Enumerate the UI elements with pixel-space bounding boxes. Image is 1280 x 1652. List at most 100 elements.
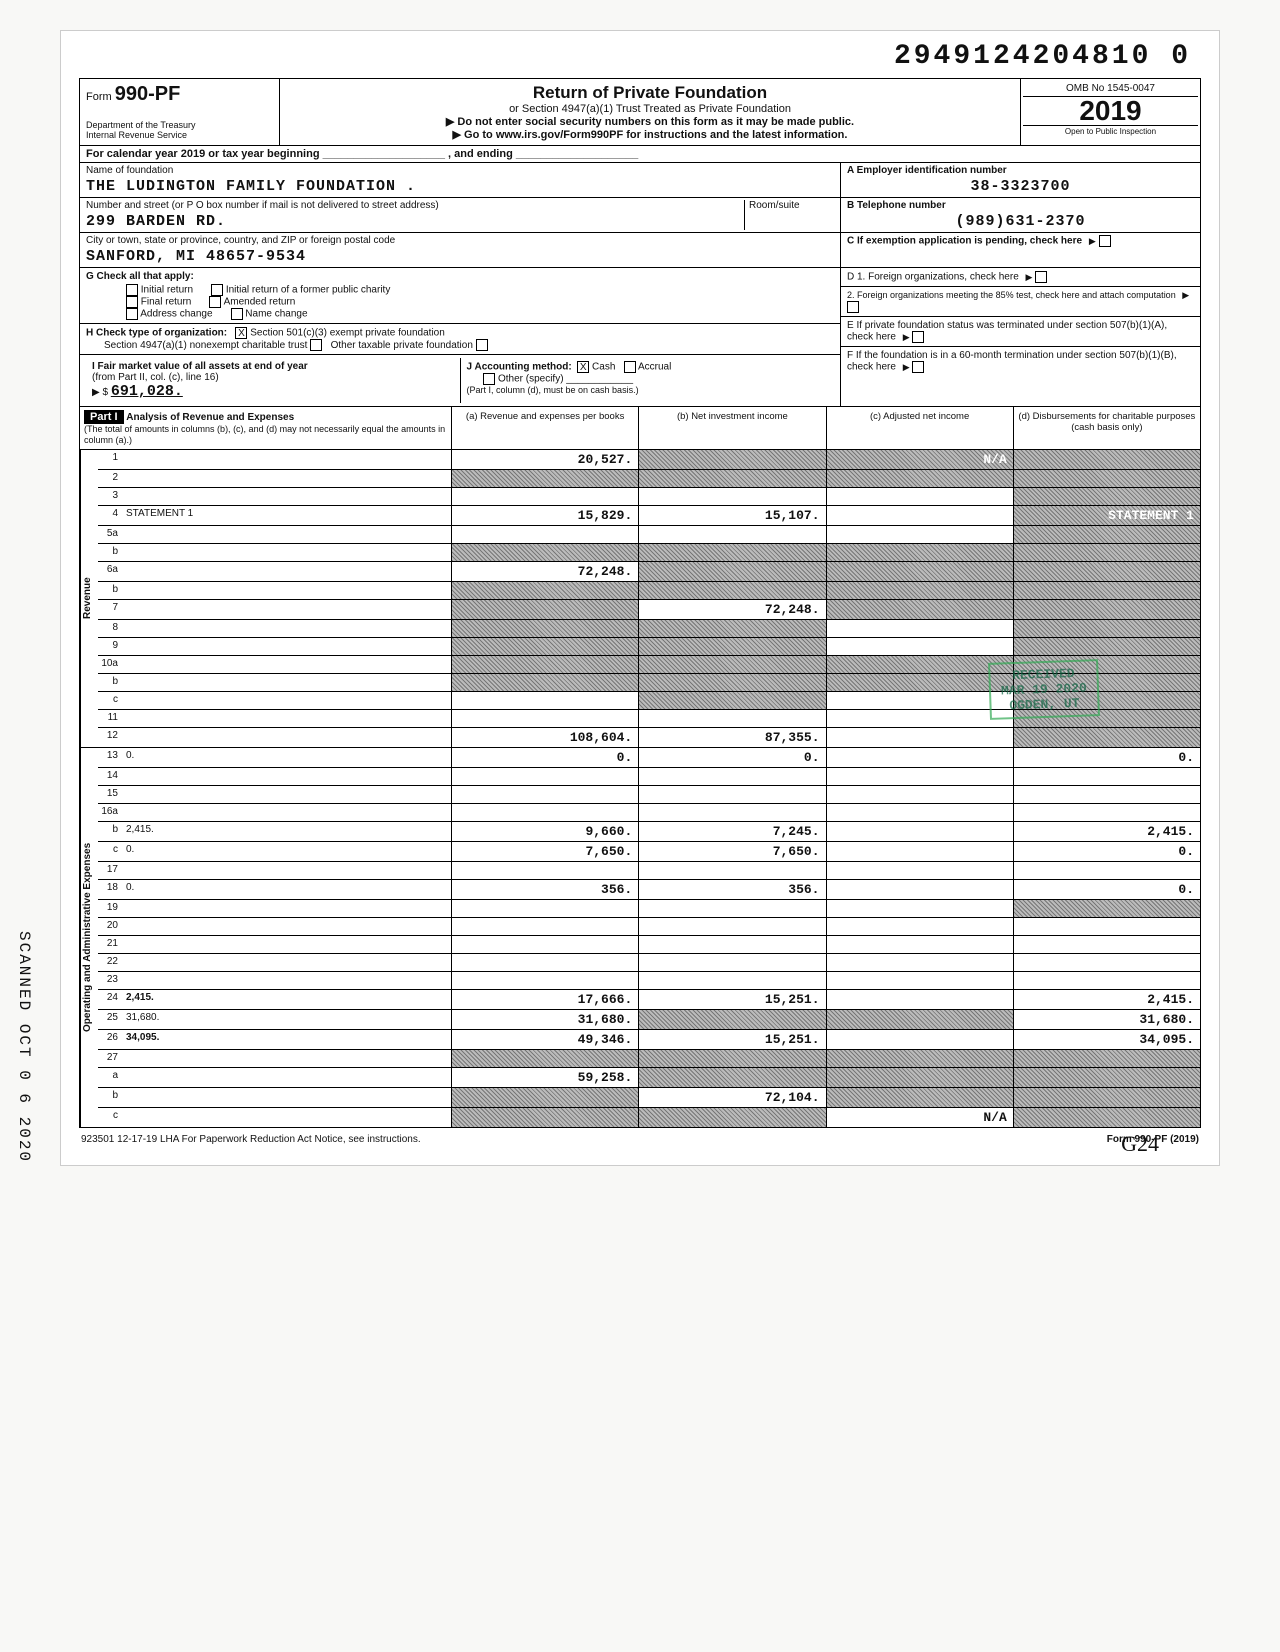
table-row: 16a [98,804,1200,822]
h-chk-4947[interactable] [310,339,322,351]
line-desc [122,656,452,673]
cell-d [1014,936,1200,953]
cell-c [827,620,1014,637]
j-chk-other[interactable] [483,373,495,385]
form-sub2: ▶ Do not enter social security numbers o… [286,115,1014,128]
line-desc [122,1050,452,1067]
cell-a [452,768,639,785]
cell-b [639,918,826,935]
cell-b [639,1050,826,1067]
line-number: 10a [98,656,122,673]
g-chk-initial[interactable] [126,284,138,296]
table-row: cN/A [98,1108,1200,1127]
line-desc: 2,415. [122,822,452,841]
cell-b: 356. [639,880,826,899]
cell-a [452,786,639,803]
g-chk-namechange[interactable] [231,308,243,320]
j-opt-accrual: Accrual [638,362,671,373]
cell-a: 9,660. [452,822,639,841]
cell-a: 356. [452,880,639,899]
cell-c [827,600,1014,619]
footer-left: 923501 12-17-19 LHA For Paperwork Reduct… [81,1134,421,1145]
ij-row: I Fair market value of all assets at end… [80,355,840,406]
cell-b [639,544,826,561]
cell-b [639,656,826,673]
col-d: (d) Disbursements for charitable purpose… [1014,407,1200,449]
addr-label: Number and street (or P O box number if … [86,200,744,211]
cell-c [827,972,1014,989]
table-row: 2531,680.31,680.31,680. [98,1010,1200,1030]
cell-b: 7,245. [639,822,826,841]
c-checkbox[interactable] [1099,235,1111,247]
line-desc [122,488,452,505]
cell-a: 31,680. [452,1010,639,1029]
entity-right: A Employer identification number 38-3323… [840,163,1200,267]
cell-b [639,674,826,691]
cell-d: 0. [1014,748,1200,767]
cell-a [452,488,639,505]
cell-a [452,582,639,599]
foundation-name: THE LUDINGTON FAMILY FOUNDATION . [86,176,834,195]
g-chk-final[interactable] [126,296,138,308]
i-prefix: ▶ $ [92,387,108,398]
part1-heading: Analysis of Revenue and Expenses [126,412,294,423]
f-chk[interactable] [912,361,924,373]
table-row: 15 [98,786,1200,804]
cell-a [452,544,639,561]
table-row: 8 [98,620,1200,638]
g-chk-initial-former[interactable] [211,284,223,296]
cell-d: 34,095. [1014,1030,1200,1049]
d1-chk[interactable] [1035,271,1047,283]
addr-row: Number and street (or P O box number if … [80,198,840,233]
cell-a [452,470,639,487]
h-chk-other[interactable] [476,339,488,351]
h-opt2: Section 4947(a)(1) nonexempt charitable … [104,340,307,351]
cell-d [1014,710,1200,727]
form-sub1: or Section 4947(a)(1) Trust Treated as P… [286,103,1014,115]
calendar-year-line: For calendar year 2019 or tax year begin… [79,145,1201,162]
cell-c [827,804,1014,821]
cell-b [639,768,826,785]
line-number: b [98,544,122,561]
line-number: a [98,1068,122,1087]
line-desc [122,674,452,691]
line-number: 18 [98,880,122,899]
cell-d: 0. [1014,842,1200,861]
part1-label-cell: Part I Analysis of Revenue and Expenses … [80,407,452,449]
cell-c [827,862,1014,879]
part1-head: Part I Analysis of Revenue and Expenses … [80,407,1200,450]
cell-d [1014,620,1200,637]
line-number: 23 [98,972,122,989]
table-row: b72,104. [98,1088,1200,1108]
table-row: 2634,095.49,346.15,251.34,095. [98,1030,1200,1050]
cell-d [1014,638,1200,655]
table-row: 120,527.N/A [98,450,1200,470]
revenue-section: Revenue 120,527.N/A234STATEMENT 115,829.… [80,450,1200,747]
g-chk-amended[interactable] [209,296,221,308]
j-chk-cash[interactable]: X [577,361,589,373]
cell-d [1014,954,1200,971]
cell-b [639,862,826,879]
cell-d [1014,1108,1200,1127]
line-desc [122,692,452,709]
cell-b [639,1010,826,1029]
side-expenses: Operating and Administrative Expenses [80,748,98,1127]
g-opt1: Final return [141,297,192,308]
cell-b [639,954,826,971]
cell-d [1014,692,1200,709]
cell-a [452,526,639,543]
cell-a [452,804,639,821]
e-chk[interactable] [912,331,924,343]
d1-label: D 1. Foreign organizations, check here [847,272,1019,283]
cell-b [639,972,826,989]
name-label: Name of foundation [86,165,834,176]
d2-chk[interactable] [847,301,859,313]
line-number: 25 [98,1010,122,1029]
h-chk-501c3[interactable]: X [235,327,247,339]
j-note: (Part I, column (d), must be on cash bas… [467,385,639,395]
j-chk-accrual[interactable] [624,361,636,373]
j-opt-cash: Cash [592,362,615,373]
g-chk-address[interactable] [126,308,138,320]
cell-a [452,692,639,709]
line-number: 20 [98,918,122,935]
